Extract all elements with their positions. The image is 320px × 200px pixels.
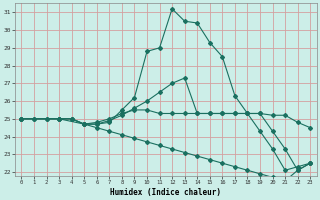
X-axis label: Humidex (Indice chaleur): Humidex (Indice chaleur) (110, 188, 221, 197)
